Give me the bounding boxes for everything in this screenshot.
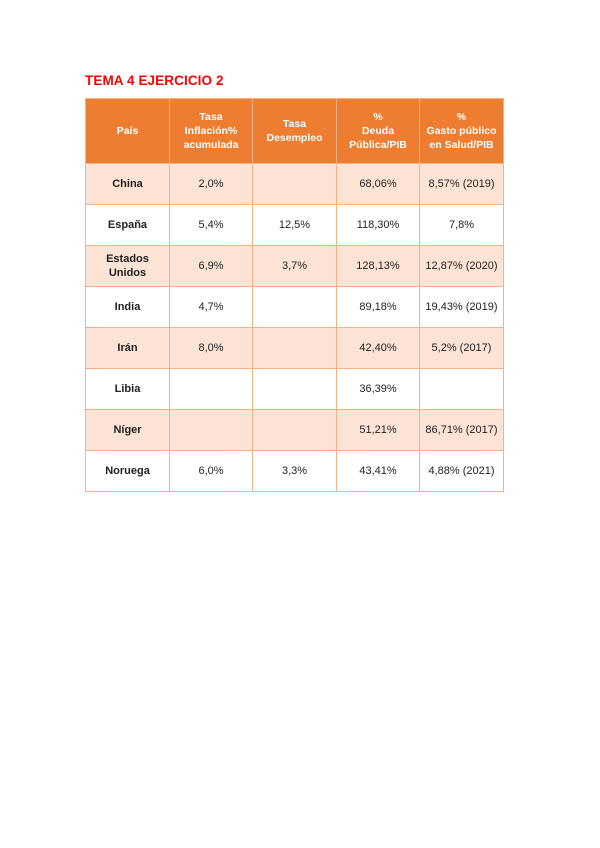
- header-line: Desempleo: [266, 132, 323, 144]
- country-name: Estados: [106, 253, 149, 265]
- inflation-cell: 6,9%: [169, 245, 253, 287]
- unemployment-cell: [252, 163, 337, 205]
- header-line: Inflación%: [184, 125, 238, 137]
- country-cell: Níger: [85, 409, 170, 451]
- health-cell: 5,2% (2017): [419, 327, 504, 369]
- inflation-cell: [169, 368, 253, 410]
- header-line: Gasto público: [426, 125, 497, 137]
- header-line: Deuda: [361, 125, 395, 137]
- country-name: Libia: [114, 383, 141, 395]
- country-cell: España: [85, 204, 170, 246]
- header-line: Pública/PIB: [349, 139, 407, 151]
- header-line: %: [373, 111, 383, 123]
- debt-cell: 36,39%: [336, 368, 420, 410]
- table-row: Irán 8,0% 42,40% 5,2% (2017): [85, 327, 504, 369]
- header-debt: % Deuda Pública/PIB: [336, 98, 420, 164]
- country-cell: Noruega: [85, 450, 170, 492]
- health-cell: 86,71% (2017): [419, 409, 504, 451]
- debt-cell: 118,30%: [336, 204, 420, 246]
- debt-cell: 89,18%: [336, 286, 420, 328]
- table-row: Noruega 6,0% 3,3% 43,41% 4,88% (2021): [85, 450, 504, 492]
- country-name: Noruega: [105, 465, 150, 477]
- health-cell: 7,8%: [419, 204, 504, 246]
- header-line: %: [456, 111, 467, 123]
- unemployment-cell: 3,7%: [252, 245, 337, 287]
- header-health-spending: % Gasto público en Salud/PIB: [419, 98, 504, 164]
- table-row: Estados Unidos 6,9% 3,7% 128,13% 12,87% …: [85, 245, 504, 287]
- health-cell: 4,88% (2021): [419, 450, 504, 492]
- country-cell: Irán: [85, 327, 170, 369]
- unemployment-cell: 3,3%: [252, 450, 337, 492]
- debt-cell: 51,21%: [336, 409, 420, 451]
- inflation-cell: [169, 409, 253, 451]
- country-name: España: [107, 219, 148, 231]
- country-name: Irán: [117, 342, 138, 354]
- inflation-cell: 6,0%: [169, 450, 253, 492]
- table-row: Libia 36,39%: [85, 368, 504, 410]
- health-cell: 19,43% (2019): [419, 286, 504, 328]
- unemployment-cell: [252, 286, 337, 328]
- country-cell: Estados Unidos: [85, 245, 170, 287]
- health-cell: 8,57% (2019): [419, 163, 504, 205]
- inflation-cell: 5,4%: [169, 204, 253, 246]
- health-cell: 12,87% (2020): [419, 245, 504, 287]
- unemployment-cell: [252, 409, 337, 451]
- table-row: China 2,0% 68,06% 8,57% (2019): [85, 163, 504, 205]
- header-line: acumulada: [183, 139, 239, 151]
- data-table: País Tasa Inflación% acumulada Tasa Dese…: [85, 98, 504, 492]
- debt-cell: 68,06%: [336, 163, 420, 205]
- header-unemployment: Tasa Desempleo: [252, 98, 337, 164]
- country-cell: Libia: [85, 368, 170, 410]
- debt-cell: 43,41%: [336, 450, 420, 492]
- header-line: en Salud/PIB: [429, 139, 494, 151]
- unemployment-cell: 12,5%: [252, 204, 337, 246]
- header-country: País: [85, 98, 170, 164]
- country-cell: China: [85, 163, 170, 205]
- country-name: Níger: [113, 424, 142, 436]
- table-row: India 4,7% 89,18% 19,43% (2019): [85, 286, 504, 328]
- debt-cell: 128,13%: [336, 245, 420, 287]
- unemployment-cell: [252, 368, 337, 410]
- health-cell: [419, 368, 504, 410]
- country-cell: India: [85, 286, 170, 328]
- country-name: China: [112, 178, 143, 190]
- inflation-cell: 2,0%: [169, 163, 253, 205]
- page-title: TEMA 4 EJERCICIO 2: [85, 73, 224, 88]
- header-line: País: [116, 125, 139, 137]
- inflation-cell: 4,7%: [169, 286, 253, 328]
- unemployment-cell: [252, 327, 337, 369]
- debt-cell: 42,40%: [336, 327, 420, 369]
- inflation-cell: 8,0%: [169, 327, 253, 369]
- header-row: País Tasa Inflación% acumulada Tasa Dese…: [85, 98, 504, 164]
- header-line: Tasa: [199, 111, 223, 123]
- country-name: India: [114, 301, 141, 313]
- header-inflation: Tasa Inflación% acumulada: [169, 98, 253, 164]
- country-name: Unidos: [108, 267, 147, 279]
- table-row: España 5,4% 12,5% 118,30% 7,8%: [85, 204, 504, 246]
- table-row: Níger 51,21% 86,71% (2017): [85, 409, 504, 451]
- header-line: Tasa: [282, 118, 307, 130]
